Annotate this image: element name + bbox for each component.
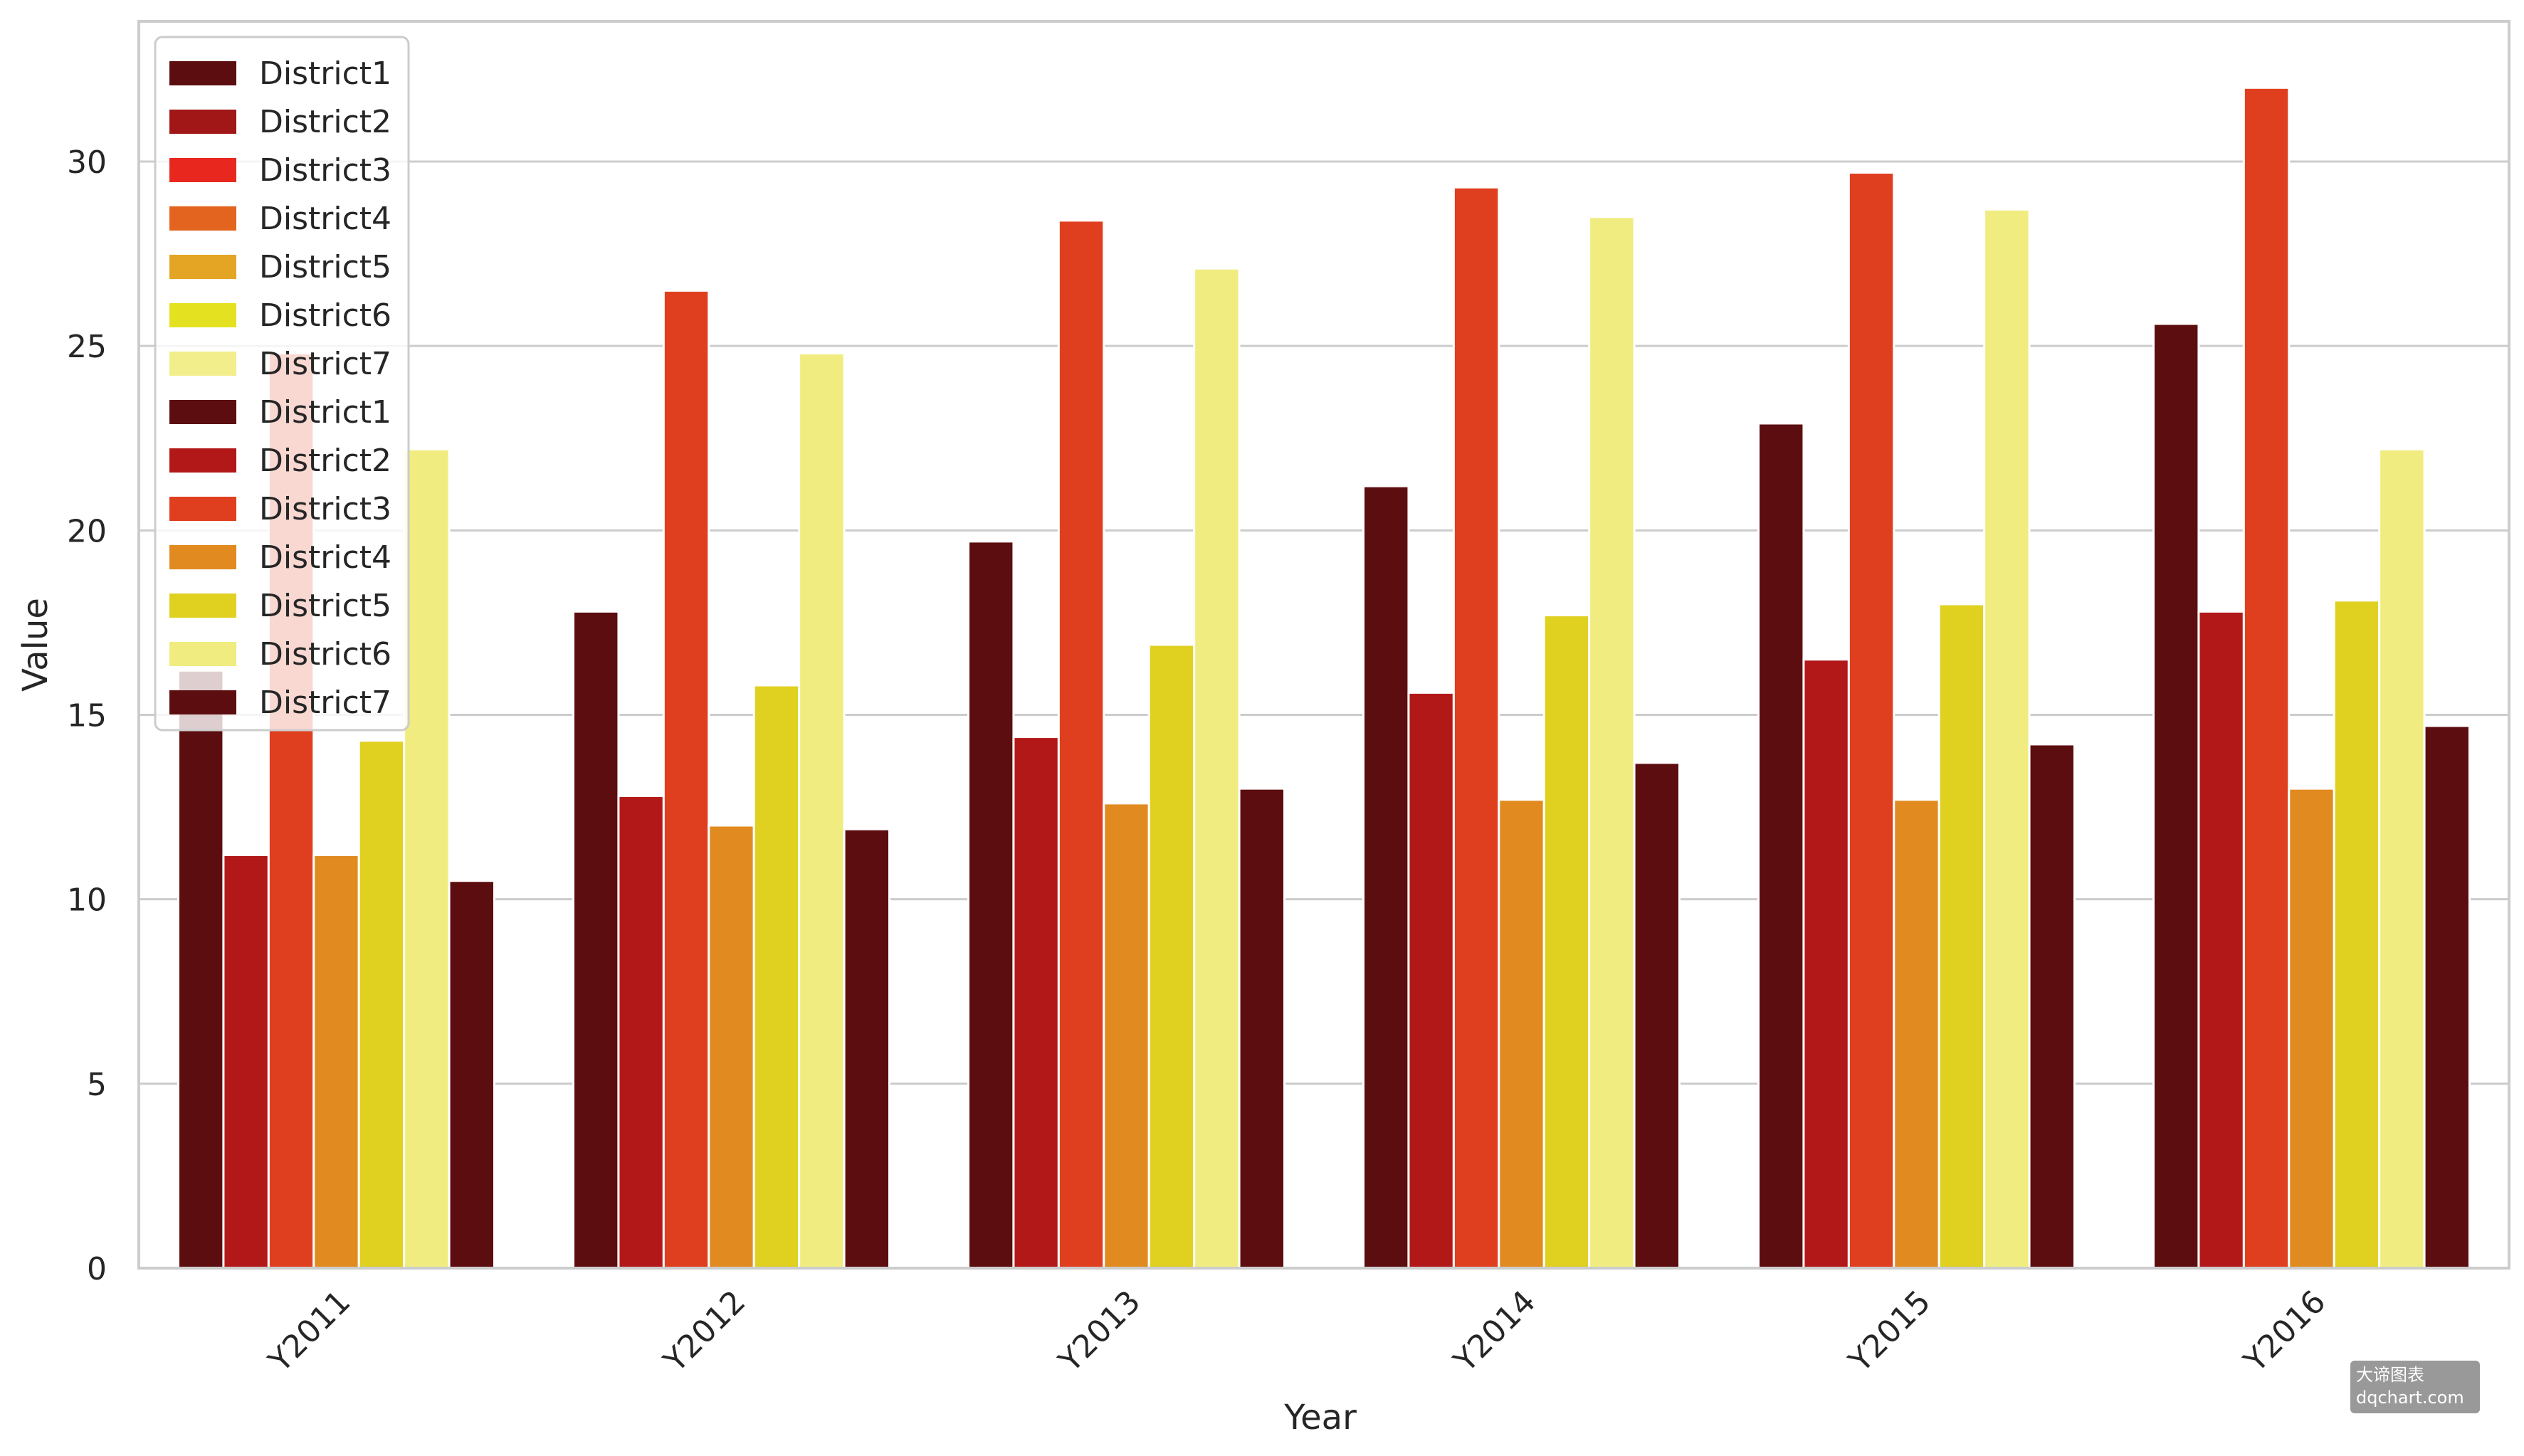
bar [222,853,270,1270]
legend-swatch [169,255,236,279]
x-tick-label: Y2016 [2236,1284,2333,1380]
legend-label: District1 [259,394,391,431]
bar [843,828,890,1270]
legend-label: District6 [259,636,391,672]
y-tick-label: 5 [87,1067,107,1103]
bar [967,540,1015,1270]
x-tick-label: Y2012 [656,1284,752,1380]
legend-label: District1 [259,56,391,92]
bar [403,448,451,1270]
legend-swatch [169,303,236,327]
legend: District1 District2 District3 District4 Dist… [154,36,410,732]
y-tick-label: 15 [67,697,107,734]
bar [357,739,406,1270]
bar [177,669,225,1270]
bar [1588,216,1636,1270]
bar [1193,267,1241,1270]
y-tick-label: 0 [87,1251,107,1287]
legend-label: District5 [259,588,391,624]
bar [1633,761,1681,1270]
legend-label: District3 [259,152,391,189]
bar [1847,172,1895,1270]
plot-frame [137,20,2510,1270]
bar [1238,787,1285,1270]
bar [2028,743,2076,1270]
bar [1407,691,1455,1270]
legend-swatch [169,61,236,85]
y-tick-label: 10 [67,882,107,919]
plot-background [139,21,2509,1268]
x-tick-label: Y2015 [1841,1284,1937,1380]
bar [2423,724,2471,1270]
bar [662,289,710,1270]
legend-label: District3 [259,491,391,527]
bar [1542,614,1591,1270]
bar [312,853,360,1270]
legend-label: District2 [259,104,391,140]
legend-swatch [169,642,236,666]
bar [1802,658,1850,1270]
bar [1893,798,1940,1270]
x-tick-label: Y2013 [1051,1284,1147,1380]
bar [798,352,846,1270]
bar [1937,603,1986,1270]
bar [2242,86,2291,1270]
legend-swatch [169,497,236,521]
legend-swatch [169,448,236,473]
legend-swatch [169,206,236,231]
bar [1498,798,1545,1270]
y-tick-labels: 0 5 10 15 20 25 30 [67,144,107,1287]
legend-label: District7 [259,346,391,382]
bar [1362,485,1410,1270]
legend-label: District4 [259,539,391,576]
watermark-line2: dqchart.com [2356,1388,2464,1408]
legend-swatch [169,594,236,618]
bar [1757,422,1805,1270]
y-tick-label: 30 [67,144,107,181]
legend-label: District7 [259,685,391,721]
bar [448,880,495,1270]
bar [2152,322,2200,1270]
bar [1452,186,1500,1270]
bar [617,795,665,1270]
legend-label: District5 [259,249,391,285]
bar [708,824,755,1270]
bar [752,684,801,1270]
x-tick-labels: Y2011 Y2012 Y2013 Y2014 Y2015 Y2016 [261,1284,2333,1380]
y-tick-label: 20 [67,513,107,549]
watermark: 大谛图表 dqchart.com [2350,1361,2480,1413]
legend-swatch [169,158,236,182]
legend-swatch [169,110,236,134]
x-tick-label: Y2014 [1446,1284,1542,1380]
bar [2378,448,2426,1270]
bar [2288,787,2335,1270]
x-tick-label: Y2011 [261,1284,357,1380]
legend-swatch [169,400,236,424]
bar [1103,802,1150,1270]
bar [1057,219,1105,1270]
legend-swatch [169,352,236,376]
x-axis-title: Year [1283,1398,1357,1437]
bar [2197,610,2245,1270]
bar [2333,599,2381,1270]
watermark-badge [2350,1361,2480,1413]
legend-box [154,36,410,732]
legend-label: District2 [259,443,391,479]
legend-swatch [169,545,236,569]
bar [1012,736,1060,1270]
bar [572,610,620,1270]
bar [1983,208,2031,1270]
bars [177,86,2471,1270]
legend-swatch [169,690,236,714]
legend-label: District6 [259,297,391,334]
legend-label: District4 [259,201,391,237]
bar [1147,643,1196,1270]
y-tick-label: 25 [67,329,107,365]
watermark-line1: 大谛图表 [2356,1365,2424,1385]
y-axis-title: Value [16,598,56,692]
